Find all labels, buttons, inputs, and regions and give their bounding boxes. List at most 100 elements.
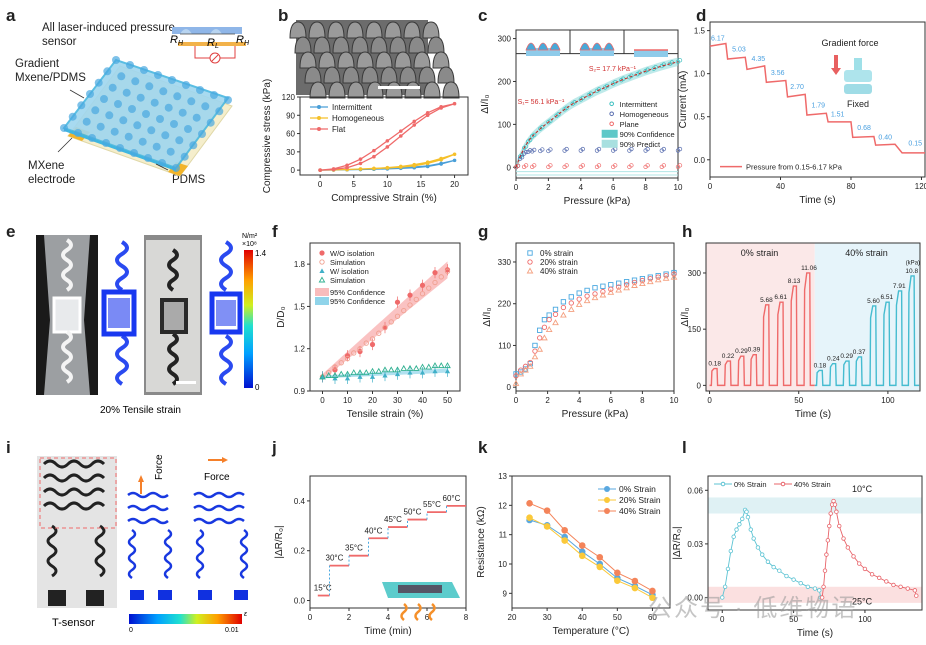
data-point bbox=[891, 582, 896, 588]
data-point bbox=[522, 363, 529, 369]
watermark: 公众号 · 低维物语 bbox=[648, 595, 858, 622]
x-tick-label: 0 bbox=[707, 396, 712, 405]
data-point bbox=[357, 346, 363, 352]
data-point bbox=[623, 279, 630, 285]
data-point bbox=[526, 499, 533, 507]
data-point bbox=[344, 370, 351, 377]
data-point bbox=[798, 580, 803, 586]
panel-letter-a: a bbox=[6, 6, 16, 25]
data-point bbox=[517, 370, 525, 377]
data-point bbox=[791, 577, 796, 582]
data-point bbox=[583, 297, 591, 304]
x-axis-label: Time (s) bbox=[795, 409, 831, 420]
highlight-region bbox=[39, 457, 117, 529]
legend-marker bbox=[609, 121, 614, 127]
chart-g: 0 2 4 6 8 10 0 110 220 330 Pressure (kPa) ΔI/I₀ 0% s… bbox=[482, 242, 679, 420]
data-point bbox=[560, 299, 567, 305]
data-point bbox=[734, 527, 739, 532]
fea-strain-map-horizontal bbox=[193, 491, 249, 600]
data-point bbox=[905, 586, 910, 591]
data-point bbox=[821, 584, 826, 589]
fea-strain-map-vertical bbox=[127, 491, 173, 600]
data-point bbox=[372, 166, 376, 171]
region-label: 40% strain bbox=[845, 248, 888, 258]
data-point bbox=[661, 62, 666, 67]
data-label: 0.22 bbox=[722, 353, 735, 360]
x-tick-label: 50 bbox=[794, 396, 803, 405]
data-point bbox=[748, 527, 753, 532]
y-tick-label: 1.0 bbox=[694, 70, 706, 79]
data-point bbox=[532, 348, 538, 354]
data-point bbox=[394, 366, 401, 373]
legend-marker bbox=[317, 116, 321, 120]
legend-marker bbox=[604, 508, 610, 514]
data-label: 5.68 bbox=[760, 297, 773, 304]
data-point bbox=[576, 290, 582, 296]
data-point bbox=[439, 106, 443, 110]
label-pdms: PDMS bbox=[172, 174, 206, 186]
data-point bbox=[532, 147, 537, 153]
data-point bbox=[523, 149, 529, 155]
y-tick-label: 1.8 bbox=[294, 260, 306, 269]
data-point bbox=[613, 163, 618, 168]
data-point bbox=[631, 577, 639, 585]
x-tick-label: 40 bbox=[776, 182, 785, 191]
data-point bbox=[385, 165, 390, 170]
legend-label: Pressure from 0.15-6.17 kPa bbox=[746, 163, 843, 172]
data-point bbox=[817, 588, 822, 593]
data-point bbox=[578, 542, 586, 549]
x-tick-label: 20 bbox=[508, 613, 517, 622]
data-label: 0.24 bbox=[827, 356, 840, 363]
inset-substrate-domes-short bbox=[580, 48, 614, 56]
panel-letter-j: j bbox=[272, 438, 277, 457]
data-label: 0.68 bbox=[857, 125, 871, 132]
legend-marker bbox=[527, 259, 533, 265]
data-point bbox=[552, 306, 559, 313]
data-point bbox=[584, 287, 590, 294]
y-axis-label: ΔI/I₀ bbox=[680, 307, 691, 326]
legend-label: Simulation bbox=[330, 258, 365, 267]
data-point bbox=[332, 375, 338, 381]
data-point bbox=[631, 279, 638, 286]
confidence-band-red bbox=[322, 261, 448, 380]
data-point bbox=[639, 280, 646, 287]
data-point bbox=[568, 300, 574, 306]
data-point bbox=[318, 168, 322, 172]
label-rh-left-sub: H bbox=[178, 40, 184, 47]
data-point bbox=[827, 523, 832, 529]
data-point bbox=[537, 335, 543, 341]
x-tick-label: 50 bbox=[443, 396, 452, 405]
step-label: 60°C bbox=[443, 494, 461, 503]
data-point bbox=[677, 58, 683, 63]
data-point bbox=[837, 523, 842, 529]
data-point bbox=[728, 548, 734, 554]
data-label: 5.60 bbox=[867, 298, 880, 305]
data-point bbox=[385, 139, 390, 143]
data-label: 11.06 bbox=[801, 265, 817, 272]
panel-letter-k: k bbox=[478, 438, 488, 457]
y-tick-label: 0.00 bbox=[687, 593, 703, 602]
data-point bbox=[344, 375, 351, 381]
data-point bbox=[399, 164, 403, 169]
colorbar-strain bbox=[129, 614, 242, 624]
circuit-inset bbox=[172, 27, 246, 64]
data-point bbox=[545, 326, 553, 332]
data-point bbox=[532, 163, 537, 168]
y-tick-label: 60 bbox=[286, 130, 295, 139]
step-label: 55°C bbox=[423, 500, 441, 509]
data-point bbox=[592, 291, 598, 297]
x-tick-label: 6 bbox=[425, 613, 430, 622]
data-point bbox=[523, 163, 529, 168]
band-label-25c: 25°C bbox=[852, 597, 873, 607]
legend-marker bbox=[319, 250, 325, 256]
data-point bbox=[426, 285, 432, 291]
data-point bbox=[401, 308, 407, 314]
current-trace bbox=[709, 42, 925, 154]
legend-marker bbox=[604, 497, 610, 503]
force-label-horizontal: Force bbox=[204, 472, 230, 483]
legend-label: Intermittent bbox=[620, 100, 658, 109]
legend-label: 90% Confidence bbox=[620, 130, 675, 139]
plot-frame bbox=[707, 475, 923, 611]
inset-dome bbox=[549, 42, 561, 51]
